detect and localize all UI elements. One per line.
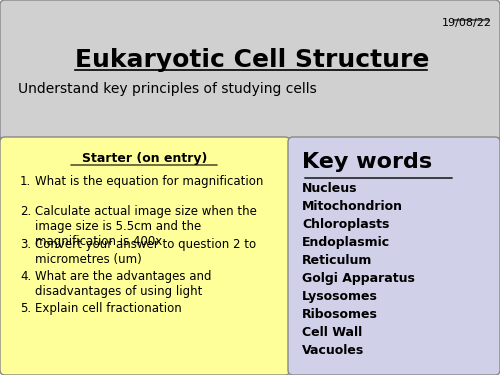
Text: Calculate actual image size when the
image size is 5.5cm and the
magnification i: Calculate actual image size when the ima… <box>35 205 257 248</box>
Text: Endoplasmic: Endoplasmic <box>302 236 390 249</box>
Text: Mitochondrion: Mitochondrion <box>302 200 403 213</box>
Text: 2.: 2. <box>20 205 31 218</box>
Text: Lysosomes: Lysosomes <box>302 290 378 303</box>
FancyBboxPatch shape <box>288 137 500 375</box>
Text: Reticulum: Reticulum <box>302 254 372 267</box>
Text: Nucleus: Nucleus <box>302 182 358 195</box>
Text: Convert your answer to question 2 to
micrometres (um): Convert your answer to question 2 to mic… <box>35 238 256 266</box>
Text: Understand key principles of studying cells: Understand key principles of studying ce… <box>18 82 317 96</box>
Text: Starter (on entry): Starter (on entry) <box>82 152 208 165</box>
Text: 5.: 5. <box>20 302 31 315</box>
Text: What is the equation for magnification: What is the equation for magnification <box>35 175 264 188</box>
Text: 3.: 3. <box>20 238 31 251</box>
Text: Explain cell fractionation: Explain cell fractionation <box>35 302 182 315</box>
Text: Cell Wall: Cell Wall <box>302 326 362 339</box>
Text: Ribosomes: Ribosomes <box>302 308 378 321</box>
Text: 4.: 4. <box>20 270 31 283</box>
Text: Golgi Apparatus: Golgi Apparatus <box>302 272 415 285</box>
Text: Vacuoles: Vacuoles <box>302 344 364 357</box>
Text: Eukaryotic Cell Structure: Eukaryotic Cell Structure <box>75 48 429 72</box>
Text: 19/08/22: 19/08/22 <box>442 18 492 28</box>
Text: Chloroplasts: Chloroplasts <box>302 218 390 231</box>
Text: What are the advantages and
disadvantages of using light: What are the advantages and disadvantage… <box>35 270 212 298</box>
Text: Key words: Key words <box>302 152 432 172</box>
FancyBboxPatch shape <box>0 137 290 375</box>
FancyBboxPatch shape <box>0 0 500 140</box>
Text: 1.: 1. <box>20 175 31 188</box>
